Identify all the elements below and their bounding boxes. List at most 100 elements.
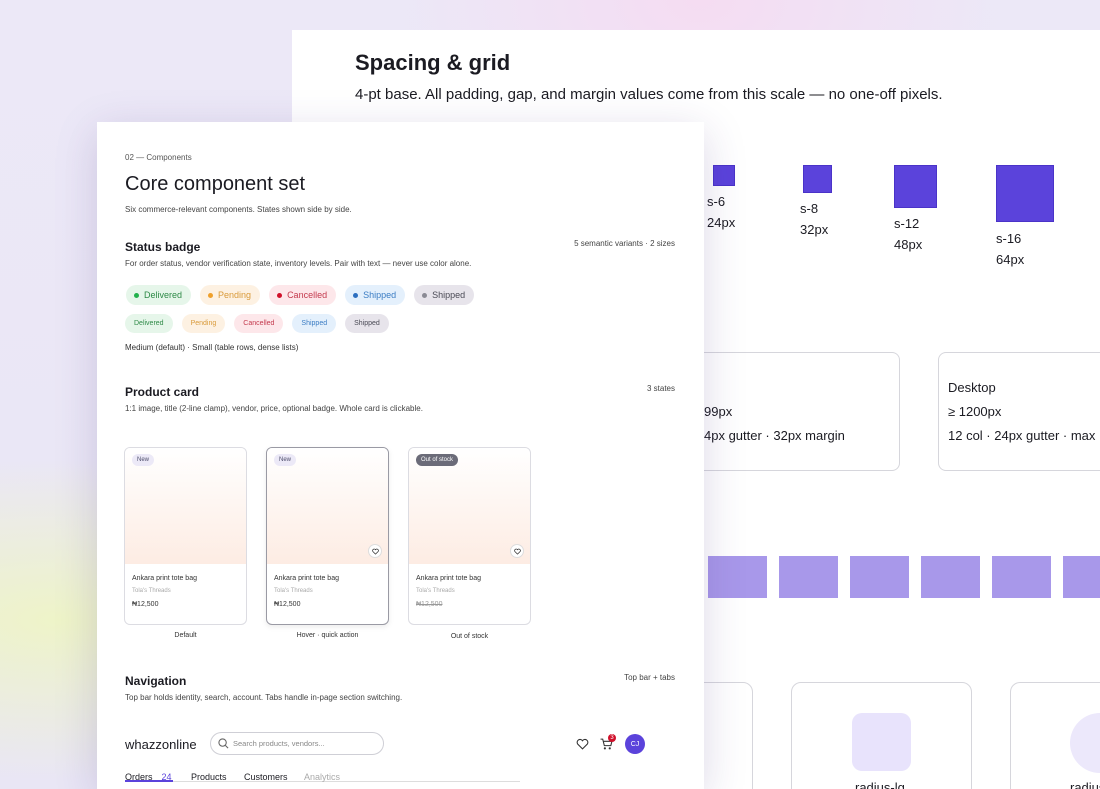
grid-column (850, 556, 909, 598)
product-vendor: Tola's Threads (132, 588, 171, 594)
breakpoint-name: Desktop (948, 380, 996, 395)
product-title: Ankara print tote bag (132, 575, 197, 582)
title: Spacing & grid (355, 50, 511, 75)
product-price: ₦12,500 (274, 601, 301, 608)
status-badge: Cancelled (234, 314, 284, 333)
radius-label: radius-full (1070, 780, 1100, 789)
status-badge: Shipped (345, 285, 406, 305)
section-description: Top bar holds identity, search, account.… (125, 693, 403, 702)
product-image (125, 448, 246, 564)
tab[interactable]: Products (191, 772, 227, 782)
label: Delivered (144, 289, 183, 300)
dot (208, 292, 214, 298)
swatch (713, 165, 735, 186)
radius-card (791, 682, 972, 789)
status-badge: Pending (200, 285, 261, 305)
product-badge: Out of stock (416, 454, 459, 466)
search-box[interactable]: Search products, vendors... (210, 732, 384, 755)
status-badge: Delivered (126, 285, 192, 305)
token: s-16 (996, 231, 1022, 246)
token: s-12 (894, 216, 920, 231)
label: Pending (218, 289, 252, 300)
grid-column (1063, 556, 1100, 598)
status-badge: Shipped (414, 285, 475, 305)
section-description: For order status, vendor verification st… (125, 259, 472, 268)
dot (134, 292, 139, 298)
dot (277, 292, 283, 298)
brand: whazzonline (125, 737, 197, 752)
product-image (267, 448, 388, 564)
product-price: ₦12,500 (132, 601, 159, 608)
tab[interactable]: Customers (244, 772, 288, 782)
avatar[interactable]: CJ (625, 734, 645, 754)
breakpoint-range: ≥ 1200px (948, 404, 1002, 419)
token: s-8 (800, 201, 819, 216)
cart-count: 3 (608, 734, 616, 742)
product-image (409, 448, 530, 564)
subtitle: 4-pt base. All padding, gap, and margin … (355, 86, 943, 103)
eyebrow: 02 — Components (125, 153, 192, 162)
product-card[interactable]: New Ankara print tote bag Tola's Threads ₦1… (124, 447, 247, 625)
status-badge: Cancelled (269, 285, 337, 305)
note: Medium (default) · Small (table rows, de… (125, 343, 299, 352)
wishlist-icon[interactable] (576, 738, 589, 750)
product-card[interactable]: Out of stock Ankara print tote bag Tola's … (408, 447, 531, 625)
status-badge: Delivered (125, 314, 173, 333)
tab-count: 24 (161, 772, 172, 782)
breakpoint-columns: 4px gutter · 32px margin (704, 428, 845, 443)
size: 32px (800, 222, 829, 237)
product-title: Ankara print tote bag (416, 575, 481, 582)
breakpoint-card (938, 352, 1100, 471)
tab-rule (125, 781, 520, 782)
radius-sample (852, 713, 911, 771)
size: 48px (894, 237, 923, 252)
product-vendor: Tola's Threads (416, 588, 455, 594)
wishlist-button[interactable] (368, 544, 382, 558)
swatch (803, 165, 832, 193)
badge-row: Delivered Pending Cancelled Shipped Ship… (126, 285, 483, 305)
product-badge: New (274, 454, 297, 466)
dot (353, 292, 359, 298)
token: s-6 (707, 194, 726, 209)
grid-column (779, 556, 838, 598)
status-badge: Shipped (345, 314, 389, 333)
product-vendor: Tola's Threads (274, 588, 313, 594)
grid-column (708, 556, 767, 598)
product-title: Ankara print tote bag (274, 575, 339, 582)
wishlist-button[interactable] (510, 544, 524, 558)
section-title: Navigation (125, 674, 187, 688)
subtitle: Six commerce-relevant components. States… (125, 205, 352, 214)
label: Shipped (432, 289, 466, 300)
radius-label: radius-lg (855, 780, 905, 789)
breakpoint-columns: 12 col · 24px gutter · max (948, 428, 1096, 443)
tab[interactable]: Orders 24 (125, 772, 172, 782)
section-meta: Top bar + tabs (624, 673, 675, 682)
section-description: 1:1 image, title (2-line clamp), vendor,… (125, 404, 423, 413)
breakpoint-range: 99px (704, 404, 733, 419)
tab-label: Orders (125, 772, 153, 782)
card-caption: Out of stock (450, 633, 489, 640)
section-meta: 3 states (646, 384, 675, 393)
badge-row: Delivered Pending Cancelled Shipped Ship… (125, 314, 398, 333)
product-card[interactable]: New Ankara print tote bag Tola's Threads ₦1… (266, 447, 389, 625)
card-caption: Default (174, 632, 197, 639)
product-badge: New (132, 454, 155, 466)
title: Core component set (125, 173, 306, 195)
tab[interactable]: Analytics (304, 772, 341, 782)
label: Shipped (363, 289, 397, 300)
swatch (996, 165, 1054, 222)
section-title: Product card (125, 385, 200, 399)
swatch (894, 165, 937, 208)
components-panel: 02 — Components Core component set Six c… (97, 122, 704, 789)
status-badge: Pending (181, 314, 226, 333)
size: 64px (996, 252, 1025, 267)
section-meta: 5 semantic variants · 2 sizes (574, 239, 675, 248)
dot (422, 292, 428, 298)
section-title: Status badge (125, 240, 201, 254)
active-tab-indicator (125, 780, 173, 782)
radius-card (1010, 682, 1100, 789)
status-badge: Shipped (292, 314, 337, 333)
card-caption: Hover · quick action (296, 632, 359, 639)
product-price: ₦12,500 (416, 601, 443, 608)
